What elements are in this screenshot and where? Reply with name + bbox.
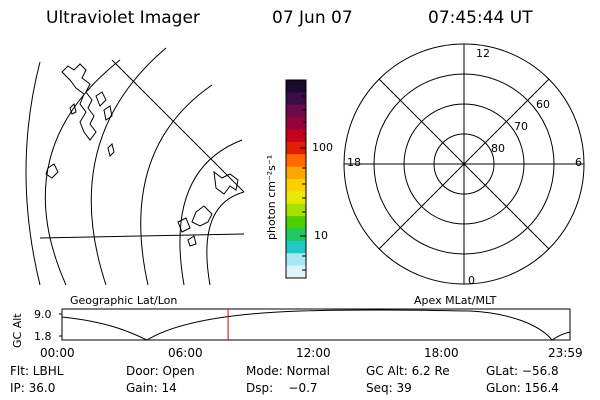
filter-readout: Flt: LBHL — [10, 364, 64, 378]
glat-readout: GLat: −56.8 — [486, 364, 559, 378]
colorbar-band — [286, 203, 306, 217]
colorbar-band — [286, 216, 306, 230]
timeline-tick: 23:59 — [548, 346, 583, 360]
seq-readout: Seq: 39 — [366, 381, 412, 395]
colorbar-tick-10: 10 — [314, 229, 328, 242]
map-lat-arc — [25, 61, 41, 286]
colorbar-band — [286, 129, 306, 143]
timeline-tick: 00:00 — [40, 346, 75, 360]
instrument-title: Ultraviolet Imager — [46, 8, 200, 28]
mlat-label-80: 80 — [491, 142, 505, 155]
mlt-label-18: 18 — [347, 156, 361, 169]
timeline-tick: 12:00 — [296, 346, 331, 360]
colorbar-band — [286, 92, 306, 106]
map-lon-arc — [90, 47, 167, 286]
colorbar-band — [286, 104, 306, 118]
colorbar-band — [286, 265, 306, 279]
coastline — [45, 163, 59, 179]
coastline — [187, 235, 197, 247]
mlat-label-70: 70 — [514, 120, 528, 133]
map-grid-line — [111, 59, 245, 193]
mode-readout: Mode: Normal — [246, 364, 330, 378]
mlt-label-12: 12 — [476, 47, 490, 60]
colorbar-band — [286, 179, 306, 192]
map-lon-arc — [140, 84, 213, 286]
time-label: 07:45:44 UT — [428, 8, 533, 28]
colorbar-band — [286, 141, 306, 155]
map-grid-line — [39, 233, 245, 239]
colorbar-band — [286, 191, 306, 205]
mlat-label-60: 60 — [536, 98, 550, 111]
map-lon-arc — [44, 59, 121, 286]
altitude-axis-label: GC Alt — [11, 313, 24, 348]
coastline — [213, 170, 239, 195]
coastline — [103, 105, 113, 121]
colorbar-tick-100: 100 — [312, 141, 333, 154]
coastline — [95, 91, 107, 107]
coastline — [107, 143, 115, 157]
mlt-label-6: 6 — [575, 156, 582, 169]
mlt-label-0: 0 — [468, 274, 475, 287]
colorbar-band — [286, 166, 306, 180]
colorbar-band — [286, 253, 306, 267]
map-lon-arc — [179, 139, 243, 286]
gain-readout: Gain: 14 — [126, 381, 177, 395]
coastline — [69, 103, 77, 115]
dsp-readout: Dsp: −0.7 — [246, 381, 318, 395]
apex-title: Apex MLat/MLT — [414, 294, 497, 307]
coastline — [191, 205, 213, 227]
ytick-bottom: 1.8 — [34, 330, 52, 343]
ip-readout: IP: 36.0 — [10, 381, 56, 395]
colorbar-band — [286, 117, 306, 131]
glon-readout: GLon: 156.4 — [486, 381, 559, 395]
colorbar-band — [286, 240, 306, 254]
geo-title: Geographic Lat/Lon — [70, 294, 178, 307]
door-readout: Door: Open — [126, 364, 195, 378]
colorbar-band — [286, 154, 306, 168]
timeline-tick: 18:00 — [424, 346, 459, 360]
timeline-tick: 06:00 — [168, 346, 203, 360]
ytick-top: 9.0 — [34, 308, 52, 321]
gc-alt-readout: GC Alt: 6.2 Re — [366, 364, 450, 378]
colorbar-band — [286, 80, 306, 93]
colorbar-band — [286, 228, 306, 242]
altitude-curve — [61, 309, 571, 341]
coastline — [61, 63, 97, 141]
date-label: 07 Jun 07 — [272, 8, 353, 28]
map-lon-arc — [206, 191, 245, 286]
coastline — [177, 217, 191, 233]
